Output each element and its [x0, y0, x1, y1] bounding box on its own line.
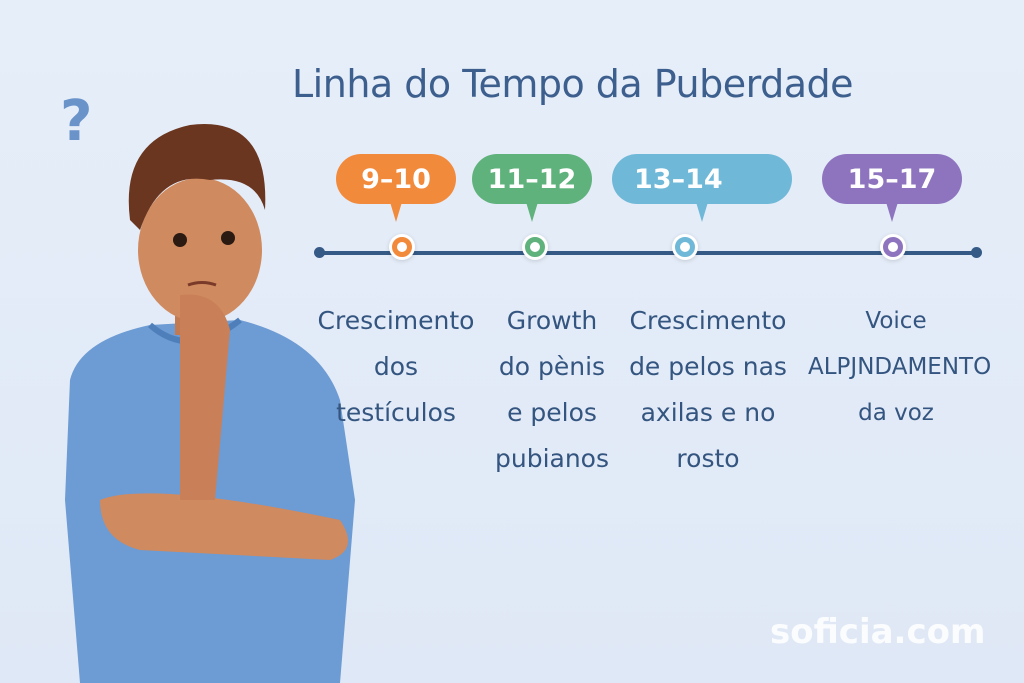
stage-description-9-10: Crescimento dos testículos [317, 306, 475, 427]
timeline-node-15-17 [880, 234, 906, 260]
timeline-end-dot [971, 247, 982, 258]
age-bubble-13-14: 13–14 [612, 154, 792, 222]
stage-description-13-14: Crescimento de pelos nas axilas e no ros… [629, 306, 787, 473]
timeline-start-dot [314, 247, 325, 258]
age-bubble-9-10: 9–10 [336, 154, 456, 222]
stage-description-11-12: Growth do pènis e pelos pubianos [494, 306, 609, 473]
age-bubble-15-17: 15–17 [822, 154, 962, 222]
question-mark-icon: ? [60, 89, 92, 154]
age-bubble-11-12: 11–12 [472, 154, 592, 222]
thinking-boy-illustration: ? [60, 89, 355, 683]
timeline-node-11-12 [522, 234, 548, 260]
page-title: Linha do Tempo da Puberdade [292, 62, 854, 106]
timeline-line [318, 251, 976, 255]
watermark-logo: soficia.com [770, 612, 986, 652]
timeline-node-9-10 [389, 234, 415, 260]
stage-description-15-17: Voice ALPJNDAMENTO da voz [808, 308, 992, 426]
timeline-node-13-14 [672, 234, 698, 260]
